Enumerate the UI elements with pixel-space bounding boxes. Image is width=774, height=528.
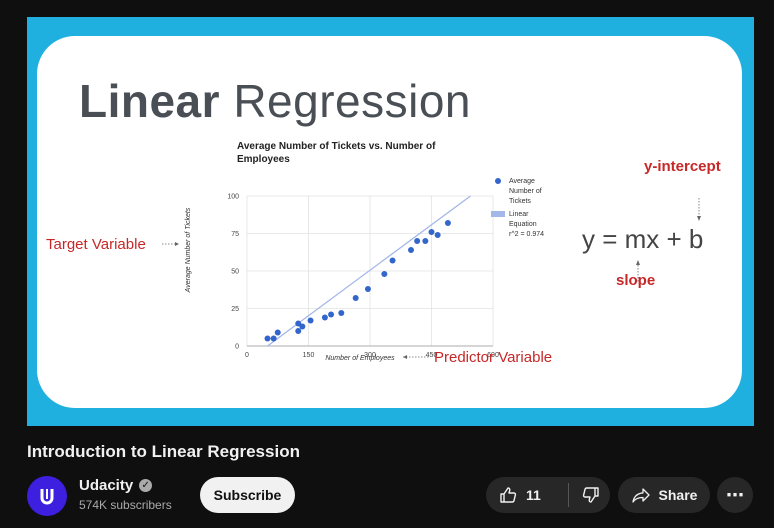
plot-area: 0 150 300 450 600 0 25 50 75 100 (227, 194, 499, 360)
udacity-logo-icon (40, 489, 54, 505)
data-point (264, 335, 271, 342)
more-actions-button[interactable]: ⋯ (717, 477, 753, 513)
data-point (422, 238, 429, 244)
chart-ylabel: Average Number of Tickets (185, 207, 192, 293)
legend-line-swatch (491, 211, 505, 217)
share-label: Share (658, 487, 698, 503)
x-tick-label: 600 (487, 352, 499, 359)
chart-title-line2: Employees (237, 154, 290, 165)
data-point (444, 220, 451, 226)
like-divider (568, 483, 569, 507)
trendline (267, 195, 471, 347)
like-dislike-group: 11 (486, 477, 610, 513)
dislike-button[interactable] (569, 485, 601, 505)
regression-equation: y = mx + b (582, 224, 704, 254)
predictor-variable-word: Variable (494, 349, 553, 366)
x-tick-label: 150 (303, 352, 315, 359)
channel-name-text[interactable]: Udacity (79, 477, 134, 494)
target-word: Target (46, 236, 88, 253)
y-tick-label: 50 (231, 269, 239, 276)
chart-xlabel: Number of Employees (325, 355, 395, 362)
data-point (274, 329, 281, 336)
predictor-word: Predictor (434, 349, 495, 366)
channel-name[interactable]: Udacity ✓ (79, 477, 153, 494)
x-tick-label: 300 (364, 352, 376, 359)
legend-line-label-2: Equation (509, 221, 537, 228)
legend-line-label-1: Linear (509, 211, 529, 218)
ylabel-pointer-arrowhead (175, 242, 179, 246)
data-point (299, 323, 306, 330)
xlabel-pointer-arrowhead (403, 355, 407, 359)
data-point (434, 232, 441, 238)
video-title: Introduction to Linear Regression (27, 442, 300, 461)
data-point (321, 314, 328, 321)
data-point (389, 257, 396, 264)
more-icon: ⋯ (726, 484, 744, 505)
data-point (381, 271, 388, 277)
x-tick-label: 450 (426, 352, 438, 359)
legend-points-swatch (495, 178, 501, 184)
slope-pointer-arrowhead (636, 260, 640, 265)
like-count: 11 (526, 487, 541, 503)
data-point (295, 320, 302, 327)
data-point (270, 335, 277, 342)
data-point (352, 295, 359, 301)
data-point (328, 311, 335, 318)
data-point (408, 247, 414, 253)
legend-points-label-3: Tickets (509, 198, 531, 205)
legend: Average Number of Tickets Linear Equatio… (491, 178, 544, 238)
legend-points-label-1: Average (509, 178, 535, 185)
legend-points-label-2: Number of (509, 188, 542, 195)
chart-title-line1: Average Number of Tickets vs. Number of (237, 141, 436, 152)
video-player[interactable]: Linear Regression Average Number of Tick… (27, 17, 754, 426)
data-point (295, 328, 302, 334)
verified-badge-icon: ✓ (139, 479, 153, 492)
thumbs-up-icon (500, 487, 517, 503)
slide-title: Linear Regression (79, 74, 471, 128)
data-point (364, 286, 371, 292)
data-point (414, 238, 421, 244)
scatter-chart: Average Number of Tickets vs. Number of … (162, 141, 701, 362)
data-point (307, 317, 314, 324)
x-tick-label: 0 (245, 352, 249, 359)
y-intercept-label: y-intercept (644, 158, 721, 175)
target-variable-word: Variable (87, 236, 146, 253)
y-tick-label: 75 (231, 231, 239, 238)
data-point (338, 310, 345, 316)
yintercept-pointer-arrowhead (697, 216, 701, 221)
legend-line-label-3: r^2 = 0.974 (509, 231, 544, 238)
y-tick-label: 25 (231, 306, 239, 313)
like-button[interactable]: 11 (486, 485, 556, 505)
y-tick-label: 100 (227, 194, 239, 201)
thumbs-down-icon (582, 487, 599, 503)
predictor-variable-note: Predictor Variable (434, 349, 552, 366)
data-point (428, 229, 435, 235)
subscribe-button[interactable]: Subscribe (200, 477, 295, 513)
share-arrow-icon (631, 488, 650, 503)
y-tick-label: 0 (235, 344, 239, 351)
slope-label: slope (616, 272, 656, 289)
slide-title-light: Regression (233, 75, 472, 127)
subscriber-count: 574K subscribers (79, 498, 172, 512)
slide: Linear Regression Average Number of Tick… (37, 36, 742, 408)
slide-title-bold: Linear (79, 75, 221, 127)
target-variable-note: Target Variable (46, 236, 146, 253)
channel-avatar[interactable] (27, 476, 67, 516)
share-button[interactable]: Share (618, 477, 710, 513)
